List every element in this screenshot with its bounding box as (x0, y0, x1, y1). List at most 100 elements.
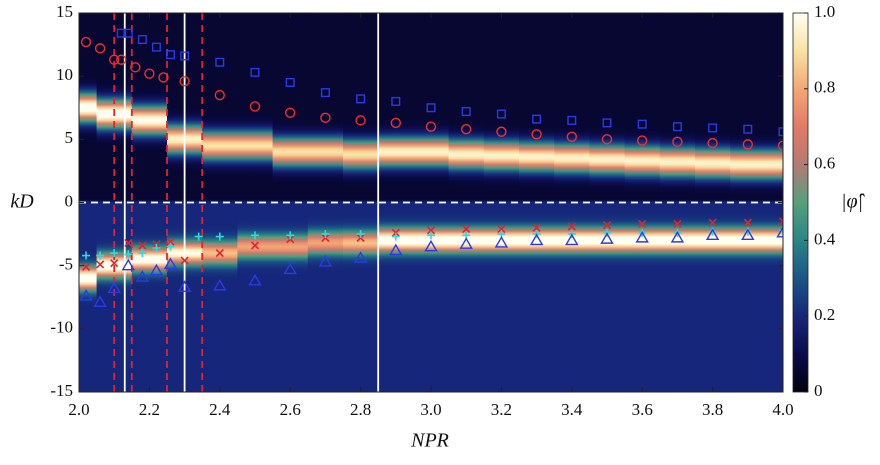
colorbar-label: |φ̂| (841, 191, 866, 213)
marker-x (124, 238, 133, 247)
heatmap (79, 13, 783, 392)
marker-square (137, 35, 147, 45)
marker-square (672, 122, 682, 132)
marker-x (138, 241, 147, 250)
marker-square (637, 119, 647, 129)
y-tick-label: 5 (65, 128, 74, 147)
heatmap-column (765, 13, 783, 392)
marker-square (391, 96, 401, 106)
marker-triangle (600, 232, 614, 244)
colorbar-tick-label: 0.2 (814, 305, 835, 324)
marker-square (250, 67, 260, 77)
marker-triangle (149, 263, 164, 276)
marker-triangle (776, 225, 783, 238)
marker-circle (214, 89, 226, 101)
marker-square (496, 109, 506, 119)
y-tick-label: 15 (56, 2, 73, 21)
heatmap-column (202, 13, 238, 392)
marker-square (356, 94, 366, 104)
x-tick-label: 4.0 (772, 400, 793, 419)
marker-triangle (741, 228, 755, 241)
marker-square (180, 51, 190, 61)
marker-circle (566, 131, 577, 143)
marker-square (123, 28, 133, 38)
marker-triangle (705, 228, 720, 241)
marker-plus (286, 231, 295, 240)
x-tick-label: 3.8 (702, 400, 723, 419)
heatmap-column (272, 13, 309, 392)
marker-x (462, 224, 471, 234)
marker-plus (779, 226, 783, 235)
x-tick-label: 2.8 (350, 400, 371, 419)
marker-square (602, 118, 612, 128)
marker-triangle (353, 251, 368, 263)
marker-triangle (635, 230, 649, 243)
colorbar-tick-label: 0.4 (814, 229, 836, 248)
marker-square (320, 88, 330, 98)
marker-plus (427, 231, 435, 240)
marker-triangle (163, 257, 178, 270)
marker-circle (425, 121, 437, 132)
heatmap-column (96, 13, 133, 392)
marker-plus (110, 249, 119, 258)
x-tick-label: 2.4 (209, 400, 231, 419)
marker-circle (108, 54, 120, 65)
marker-circle (80, 36, 92, 48)
y-tick-label: 10 (56, 65, 73, 84)
heatmap-column (237, 13, 274, 392)
marker-square (426, 103, 436, 113)
marker-square (708, 123, 718, 133)
marker-circle (637, 135, 648, 146)
marker-square (285, 77, 295, 87)
marker-x (602, 221, 612, 230)
heatmap-column (79, 13, 98, 392)
marker-triangle (529, 233, 544, 246)
marker-square (532, 114, 542, 124)
marker-triangle (283, 262, 297, 275)
marker-square (166, 50, 176, 60)
marker-x (673, 219, 682, 229)
marker-circle (144, 68, 155, 79)
y-tick-label: -5 (59, 255, 73, 274)
marker-x (778, 217, 783, 226)
x-tick-label: 3.4 (561, 400, 583, 419)
marker-circle (777, 140, 783, 151)
marker-circle (116, 54, 127, 65)
marker-triangle (213, 278, 227, 291)
x-tick-label: 2.2 (139, 400, 160, 419)
marker-triangle (248, 273, 262, 286)
marker-circle (531, 129, 542, 140)
marker-plus (82, 251, 91, 260)
marker-x (743, 218, 752, 227)
marker-circle (94, 43, 106, 54)
heatmap-column (131, 13, 168, 392)
marker-square (215, 57, 225, 67)
marker-square (461, 107, 471, 117)
marker-circle (601, 134, 613, 145)
marker-x (497, 224, 506, 234)
marker-triangle (79, 289, 93, 301)
marker-square (743, 124, 753, 134)
marker-circle (742, 139, 753, 150)
marker-plus (321, 230, 330, 239)
x-tick-label: 3.6 (632, 400, 653, 419)
marker-triangle (670, 230, 685, 243)
y-axis-label: kD (10, 191, 34, 213)
marker-circle (461, 124, 472, 135)
marker-x (96, 260, 105, 269)
marker-triangle (107, 281, 121, 294)
marker-x (81, 262, 91, 271)
marker-plus (96, 251, 105, 260)
colorbar-tick-label: 0 (814, 381, 823, 400)
marker-square (778, 127, 783, 137)
marker-x (215, 248, 224, 258)
heatmap-column (695, 13, 731, 392)
marker-circle (130, 62, 141, 73)
marker-circle (179, 76, 190, 87)
marker-plus (391, 232, 400, 241)
marker-circle (496, 126, 507, 137)
marker-plus (215, 232, 224, 241)
marker-triangle (565, 233, 579, 246)
marker-x (180, 256, 189, 265)
marker-plus (124, 250, 133, 259)
